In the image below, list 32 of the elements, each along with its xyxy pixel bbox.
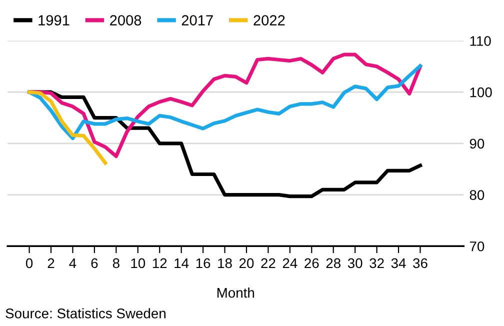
legend-label: 2017 <box>182 15 213 26</box>
x-tick-label: 10 <box>131 258 146 268</box>
legend-label: 2022 <box>254 15 285 26</box>
line-series <box>27 64 422 140</box>
x-tick-label: 8 <box>112 258 120 268</box>
x-tick-label: 18 <box>218 258 232 268</box>
x-tick-label: 20 <box>239 258 254 268</box>
legend-label: 2008 <box>110 15 142 26</box>
x-tick-label: 28 <box>326 258 340 268</box>
y-tick-label: 70 <box>470 241 484 252</box>
x-tick-label: 4 <box>69 258 76 268</box>
x-tick-label: 6 <box>91 258 98 268</box>
y-tick-label: 100 <box>470 87 492 98</box>
x-tick-label: 24 <box>282 258 298 268</box>
x-tick-label: 22 <box>261 258 276 268</box>
y-tick-label: 110 <box>470 36 491 46</box>
x-tick-label: 2 <box>48 258 54 268</box>
line-series <box>27 90 108 165</box>
x-tick-label: 12 <box>152 258 167 268</box>
y-tick-label: 90 <box>470 138 484 149</box>
y-tick-label: 80 <box>470 190 484 200</box>
x-tick-label: 36 <box>413 258 428 268</box>
x-tick-label: 34 <box>391 258 406 268</box>
x-tick-label: 0 <box>26 258 33 268</box>
x-tick-label: 32 <box>370 258 384 268</box>
legend-label: 1991 <box>38 15 70 26</box>
x-tick-label: 30 <box>348 258 362 268</box>
x-tick-label: 14 <box>174 258 189 268</box>
x-tick-label: 26 <box>304 258 319 268</box>
x-axis-title: Month <box>217 288 254 298</box>
x-tick-label: 16 <box>196 258 210 268</box>
source-note: Source: Statistics Sweden <box>6 308 166 318</box>
